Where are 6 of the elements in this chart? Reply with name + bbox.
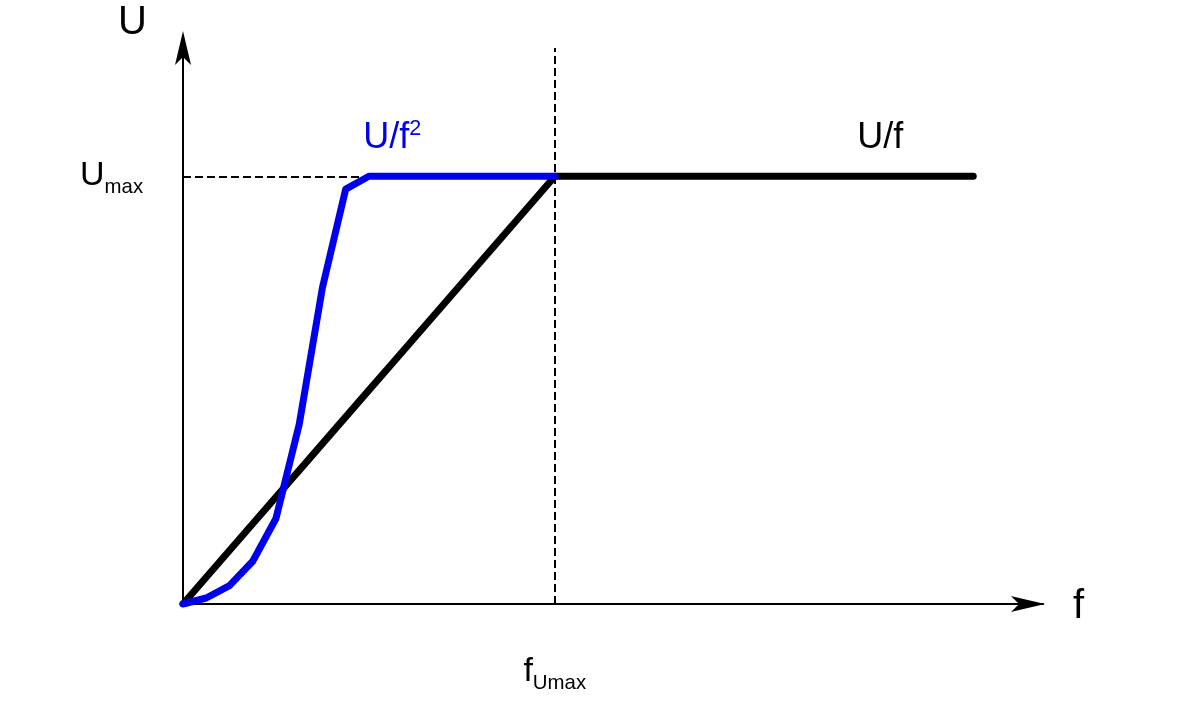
text: f$_{Umax}$: [523, 650, 587, 693]
series-label: U/f: [857, 115, 904, 157]
ref-line-label: U$_{max}$: [80, 154, 144, 198]
series-label: U/f$^{2}$: [363, 115, 422, 157]
x-axis-title: f: [1073, 582, 1085, 626]
y-axis-title: U: [118, 0, 147, 42]
